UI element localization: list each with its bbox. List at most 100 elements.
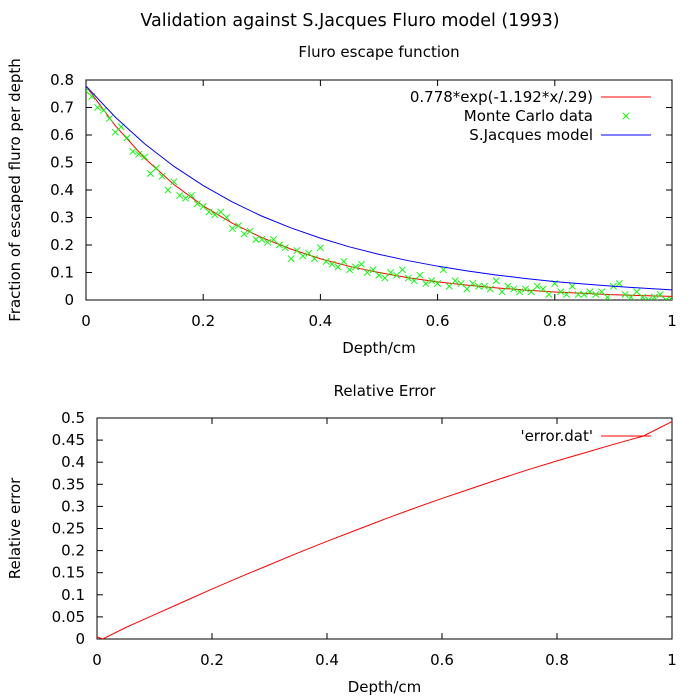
chart-1-series-2-point	[187, 191, 196, 200]
chart-1-series-2-point	[305, 249, 313, 257]
chart-1-series-2-point	[281, 244, 289, 252]
chart-2-x-tick-label: 1	[667, 651, 677, 669]
chart-1-series-2-point	[363, 268, 371, 277]
chart-1-series-2-point	[422, 279, 430, 288]
chart-1-series-2-point	[568, 282, 576, 290]
chart-1-series-1-line	[86, 85, 672, 297]
chart-2-title: Relative Error	[334, 382, 437, 400]
chart-1-series-2-point	[633, 288, 641, 296]
chart-1-series-2-point	[504, 282, 512, 290]
chart-1-y-tick-label: 0.6	[50, 126, 74, 144]
chart-1-y-tick-label: 0	[64, 291, 74, 309]
chart-1-series-2-point	[293, 246, 301, 255]
chart-2-y-tick-label: 0.4	[61, 453, 85, 471]
chart-1-series-2-point	[357, 260, 365, 268]
chart-1-x-tick-label: 1	[667, 312, 677, 330]
chart-1-series-2-point	[381, 274, 389, 282]
chart-1-series-2-point	[469, 279, 477, 288]
chart-1-series-2-point	[445, 282, 453, 290]
chart-1-series-2-point	[193, 200, 201, 208]
chart-1-series-2-point	[246, 227, 254, 235]
chart-1-x-tick-label: 0.8	[543, 312, 567, 330]
chart-2-y-tick-label: 0.35	[52, 475, 85, 493]
chart-2-x-tick-label: 0.2	[200, 651, 224, 669]
chart-1-series-2-point	[111, 128, 119, 136]
chart-1-series-2-point	[211, 211, 219, 219]
chart-1-series-2-point	[516, 288, 524, 296]
chart-1-series-1-legend-label: 0.778*exp(-1.192*x/.29)	[410, 88, 593, 106]
chart-1-series-2-point	[627, 293, 635, 300]
chart-1-series-2-point	[463, 285, 471, 293]
chart-1-series-2-point	[574, 290, 582, 299]
chart-1-series-2-point	[428, 277, 436, 285]
chart-1-series-2-point	[557, 288, 565, 296]
chart-1-series-2-point	[592, 290, 600, 299]
chart-2-series-1-legend-label: 'error.dat'	[520, 427, 593, 445]
chart-1-series-2-point	[135, 150, 143, 158]
chart-1-series-2-point	[598, 288, 606, 296]
chart-1-x-tick-label: 0.4	[308, 312, 332, 330]
chart-1-series-3-legend-label: S.Jacques model	[469, 126, 593, 144]
chart-1-series-2-point	[656, 290, 664, 299]
chart-1-y-tick-label: 0.4	[50, 181, 74, 199]
chart-1-series-2-point	[621, 290, 629, 299]
chart-1-series-2-point	[486, 285, 494, 293]
chart-1-series-2-point	[100, 106, 108, 114]
chart-2-x-tick-label: 0.8	[545, 651, 569, 669]
chart-1-series-2-legend-marker	[622, 112, 630, 120]
chart-1-series-2-point	[310, 255, 319, 263]
chart-1-series-2-point	[275, 241, 283, 249]
chart-1-x-tick-label: 0	[81, 312, 91, 330]
chart-2-y-tick-label: 0.05	[52, 608, 85, 626]
chart-2-y-tick-label: 0.1	[61, 586, 85, 604]
chart-1-series-2-point	[539, 285, 547, 293]
chart-2-plot-frame	[96, 417, 673, 640]
chart-1-series-2-point	[146, 169, 155, 178]
chart-1-series-2-point	[645, 296, 653, 300]
chart-1-series-2-point	[240, 230, 248, 238]
chart-1-series-2-point	[410, 277, 418, 285]
chart-1-series-2-point	[170, 178, 178, 186]
chart-1-series-3-line	[86, 85, 672, 291]
chart-1-series-2-point	[510, 285, 518, 293]
chart-1-series-2-point	[650, 293, 658, 300]
chart-2-y-tick-label: 0.45	[52, 431, 85, 449]
chart-1-series-2-point	[492, 277, 500, 285]
chart-1-series-2-point	[457, 279, 465, 288]
chart-1-series-2-point	[639, 293, 647, 300]
chart-1-series-2-point	[269, 235, 278, 244]
chart-1-series-2-point	[603, 293, 612, 300]
chart-1-series-2-point	[527, 288, 535, 296]
chart-1-series-2-point	[223, 213, 231, 222]
chart-1-series-2-point	[287, 255, 295, 263]
chart-1-x-axis-label: Depth/cm	[342, 339, 416, 357]
chart-2-y-tick-label: 0.15	[52, 564, 85, 582]
chart-2-y-tick-label: 0.2	[61, 542, 85, 560]
chart-1-series-2-point	[152, 164, 160, 172]
chart-1-series-2-point	[340, 257, 348, 266]
chart-1-series-2-point	[375, 271, 383, 279]
figure-title: Validation against S.Jacques Fluro model…	[140, 11, 559, 31]
chart-1-series-2-point	[199, 202, 207, 211]
chart-1-series-2-point	[346, 266, 354, 274]
chart-1-series-2-point	[434, 279, 442, 288]
chart-2-x-tick-label: 0.6	[430, 651, 454, 669]
chart-1-series-2	[86, 87, 672, 300]
chart-1-series-2-point	[521, 285, 530, 293]
chart-1-series-2-point	[182, 194, 190, 202]
chart-2: Relative Error Depth/cm Relative error 0 0.2…	[6, 382, 677, 696]
chart-1-series-2-point	[562, 290, 571, 299]
chart-1-series-2-point	[662, 296, 670, 300]
chart-1-plot-area	[86, 85, 672, 300]
chart-2-y-tick-label: 0	[75, 630, 85, 648]
chart-1-series-2-point	[299, 252, 307, 260]
chart-1-y-tick-label: 0.1	[50, 264, 74, 282]
chart-1-x-tick-label: 0.6	[426, 312, 450, 330]
chart-1-series-2-point	[533, 282, 541, 290]
chart-1-series-2-point	[105, 114, 113, 123]
chart-1-series-2-point	[217, 208, 225, 216]
chart-1-series-2-point	[334, 263, 342, 271]
chart-1-series-2-point	[164, 186, 172, 194]
chart-2-x-tick-label: 0	[92, 651, 102, 669]
chart-2-series-1-line	[97, 421, 672, 639]
